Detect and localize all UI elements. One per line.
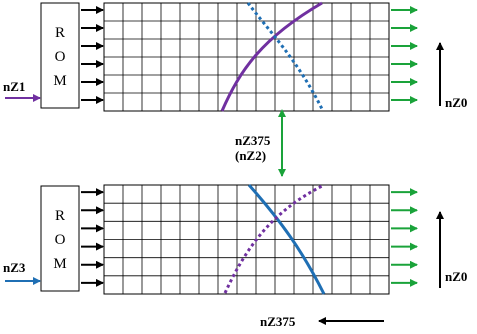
bottom-solid-curve bbox=[247, 184, 326, 295]
middle-connector: nZ375 (nZ2) bbox=[235, 109, 286, 177]
top-rom-output-arrows bbox=[81, 6, 104, 104]
bottom-axis-label: nZ0 bbox=[445, 269, 467, 284]
bottom-axis-nz375-label: nZ375 bbox=[260, 314, 296, 329]
bottom-rom-output-arrows bbox=[81, 188, 104, 287]
bottom-rom-letter-r: R bbox=[55, 208, 65, 224]
top-input-label: nZ1 bbox=[3, 79, 25, 94]
top-rom-letter-o: O bbox=[55, 49, 66, 65]
bottom-grid bbox=[103, 184, 390, 295]
middle-label-line2: (nZ2) bbox=[235, 148, 266, 163]
middle-label-line1: nZ375 bbox=[235, 133, 271, 148]
bottom-rom-letter-o: O bbox=[55, 232, 66, 248]
bottom-axis: nZ375 bbox=[260, 314, 384, 329]
bottom-block: R O M nZ3 nZ0 bbox=[3, 183, 467, 295]
top-rom-box bbox=[40, 2, 80, 109]
top-rom-letter-r: R bbox=[55, 25, 65, 41]
top-block: R O M nZ1 nZ0 bbox=[3, 1, 467, 112]
top-axis-label: nZ0 bbox=[445, 95, 467, 110]
bottom-grid-output-arrows bbox=[391, 188, 418, 287]
top-rom-letter-m: M bbox=[53, 73, 66, 89]
top-grid-output-arrows bbox=[391, 6, 418, 104]
top-solid-curve bbox=[220, 1, 323, 112]
top-grid bbox=[103, 2, 390, 112]
bottom-rom-letter-m: M bbox=[53, 256, 66, 272]
bottom-input-label: nZ3 bbox=[3, 260, 26, 275]
bottom-rom-box bbox=[40, 185, 80, 292]
